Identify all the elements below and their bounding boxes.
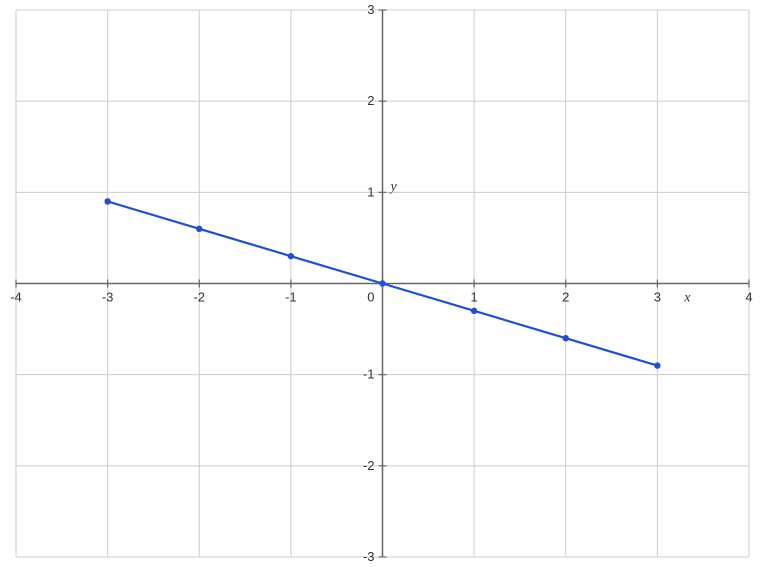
origin-label: 0 [367, 290, 374, 305]
x-tick-label: 3 [654, 290, 661, 305]
x-tick-label: 2 [562, 290, 569, 305]
chart-svg: -4 -3 -2 -1 1 2 3 4 -3 -2 -1 1 2 3 0 x y [0, 0, 765, 567]
x-tick-label: 1 [471, 290, 478, 305]
data-point [196, 226, 202, 232]
x-tick-label: -3 [102, 290, 114, 305]
data-point [654, 362, 660, 368]
y-tick-label: -2 [363, 458, 375, 473]
line-chart: -4 -3 -2 -1 1 2 3 4 -3 -2 -1 1 2 3 0 x y [0, 0, 765, 567]
data-point [471, 308, 477, 314]
data-point [104, 198, 110, 204]
y-tick-label: 1 [367, 184, 374, 199]
y-tick-label: 2 [367, 93, 374, 108]
x-axis-label: x [683, 291, 691, 306]
data-point [379, 280, 385, 286]
x-tick-label: -1 [285, 290, 297, 305]
y-tick-label: -3 [363, 549, 375, 564]
x-tick-label: -2 [193, 290, 205, 305]
x-tick-label: -4 [10, 290, 22, 305]
x-tick-label: 4 [745, 290, 752, 305]
data-point [563, 335, 569, 341]
data-point [288, 253, 294, 259]
y-tick-label: -1 [363, 367, 375, 382]
y-tick-label: 3 [367, 2, 374, 17]
y-axis-label: y [389, 179, 398, 194]
